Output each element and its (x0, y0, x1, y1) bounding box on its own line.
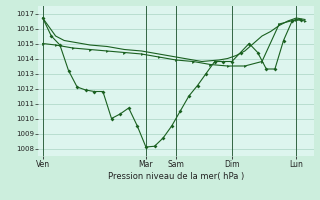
X-axis label: Pression niveau de la mer( hPa ): Pression niveau de la mer( hPa ) (108, 172, 244, 181)
